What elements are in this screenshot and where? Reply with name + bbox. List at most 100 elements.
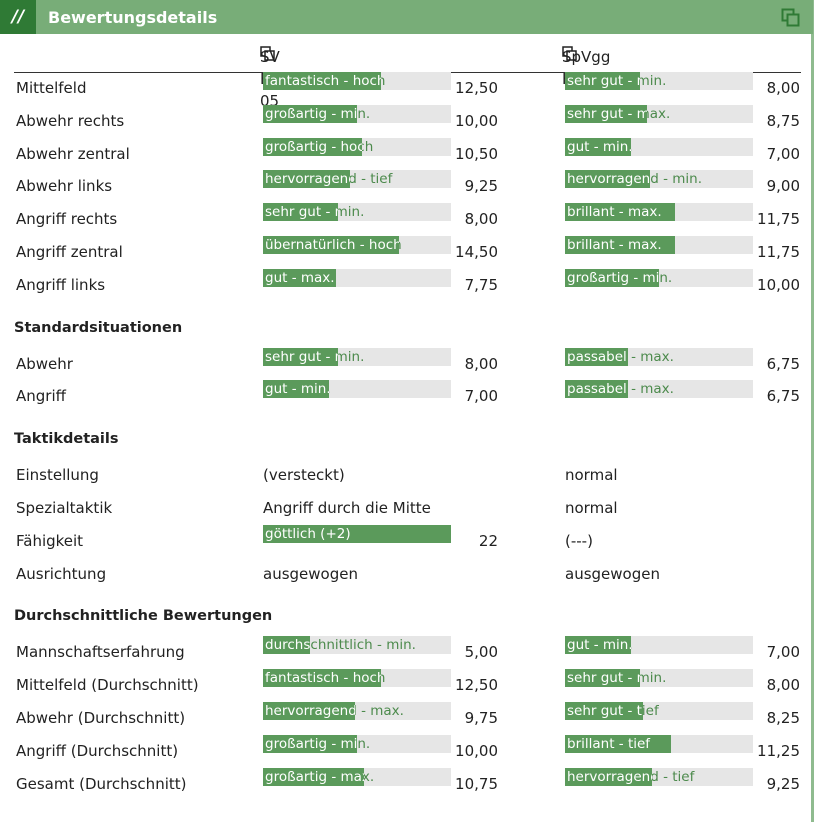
rating-bar: gut - max.	[263, 268, 336, 287]
rating-bar: brillant - tief	[565, 734, 671, 753]
rating-value: 10,00	[455, 111, 498, 130]
rating-value: 9,25	[766, 774, 800, 793]
rating-value: 11,75	[757, 242, 800, 261]
rating-bar: fantastisch - hoch	[263, 669, 381, 688]
rating-bar: brillant - max.	[565, 203, 676, 222]
rating-bar: brillant - max.	[565, 235, 676, 254]
rating-bar: gut - min.	[565, 137, 631, 156]
row-label: Mittelfeld (Durchschnitt)	[16, 676, 199, 695]
rating-bar: großartig - min.	[263, 104, 357, 123]
rating-value: 11,25	[757, 741, 800, 760]
rating-bar-track: sehr gut - min.sehr gut - min.	[565, 72, 753, 90]
rating-value: 10,50	[455, 144, 498, 163]
team-header: SV Bernberg 05 SpVgg Kirchheim	[14, 46, 801, 110]
rating-text: sehr gut - min.	[265, 204, 338, 221]
panel-title: Bewertungsdetails	[48, 8, 218, 27]
rating-row: Angriff links gut - max.gut - max. 7,75 gro…	[0, 268, 816, 302]
rating-text: großartig - min.	[265, 735, 357, 752]
rating-bar-track: durchschnittlich - min.durchschnittlich …	[263, 636, 451, 655]
rating-value: 7,00	[464, 387, 498, 406]
rating-bar: sehr gut - min.	[565, 669, 641, 688]
rating-row: Angriff gut - min.gut - min. 7,00 passabel …	[0, 380, 816, 413]
copy-button[interactable]	[562, 46, 578, 62]
row-label: Abwehr rechts	[16, 111, 125, 130]
row-label: Abwehr	[16, 354, 73, 373]
rating-value: 10,75	[455, 774, 498, 793]
rating-value: 14,50	[455, 242, 498, 261]
rating-value: 10,00	[455, 741, 498, 760]
rating-bar-track: hervorragend - min.hervorragend - min.	[565, 170, 753, 189]
rating-row: Abwehr linkshervorragend - tiefhervorrag…	[0, 170, 816, 203]
rating-bar-track: brillant - tiefbrillant - tief	[565, 734, 753, 753]
rating-bar-track: gut - max.gut - max.	[263, 268, 451, 287]
cell-text: Angriff durch die Mitte	[263, 498, 431, 517]
rating-bar: durchschnittlich - min.	[263, 636, 310, 655]
rating-bar-track: sehr gut - max.sehr gut - max.	[565, 104, 753, 123]
rating-text: brillant - max.	[567, 236, 662, 253]
rating-text: sehr gut - max.	[567, 105, 648, 122]
rating-text: sehr gut - min.	[567, 670, 640, 687]
rating-row: Abwehr sehr gut - min.sehr gut - min. 8,00…	[0, 347, 816, 381]
rating-value: 12,50	[455, 79, 498, 97]
rating-value: 6,75	[766, 354, 800, 373]
rating-row: Abwehr zentral großartig - hochgroßartig …	[0, 137, 816, 171]
row-label: Mittelfeld	[16, 79, 87, 97]
row-label: Abwehr links	[16, 177, 113, 196]
rating-text: passabel - max.	[567, 381, 628, 398]
rating-text: großartig - max.	[265, 768, 365, 785]
rating-bar-track: passabel - max.passabel - max.	[565, 347, 753, 366]
rating-bar-track: großartig - min.großartig - min.	[263, 734, 451, 753]
rating-text: großartig - min.	[567, 269, 659, 286]
panel-header: // Bewertungsdetails	[0, 0, 813, 34]
rating-text: hervorragend - tief	[265, 171, 350, 188]
section-title: Taktikdetails	[14, 431, 119, 448]
rating-value: 8,00	[464, 354, 498, 373]
rating-bar: sehr gut - tief	[565, 701, 643, 720]
row-label: Abwehr zentral	[16, 144, 130, 163]
row-label: Mannschaftserfahrung	[16, 643, 185, 662]
rating-value: 7,75	[464, 275, 498, 294]
rating-text: gut - min.	[567, 138, 631, 155]
rating-value: 22	[478, 531, 498, 550]
rating-bar-track: gut - min.gut - min.	[565, 137, 753, 156]
rating-text: hervorragend - min.	[567, 171, 650, 188]
rating-bar: passabel - max.	[565, 347, 629, 366]
row-label: Abwehr (Durchschnitt)	[16, 708, 186, 727]
row-label: Spezialtaktik	[16, 498, 113, 517]
rating-bar-track: hervorragend - max.hervorragend - max.	[263, 701, 451, 720]
rating-value: 8,00	[464, 210, 498, 229]
rating-bar-track: großartig - min.großartig - min.	[263, 104, 451, 123]
rating-bar: hervorragend - tief	[565, 767, 652, 786]
copy-button[interactable]	[781, 8, 801, 28]
rating-row: Fähigkeit göttlich (+2)göttlich (+2) 22 (--…	[0, 524, 816, 558]
rating-text: gut - max.	[265, 269, 335, 286]
rating-bar: sehr gut - max.	[565, 104, 648, 123]
rating-bar-track: fantastisch - hochfantastisch - hoch	[263, 669, 451, 688]
rating-value: 7,00	[766, 144, 800, 163]
row-label: Angriff zentral	[16, 242, 123, 261]
rating-bar: hervorragend - max.	[263, 701, 355, 720]
home-team: SV Bernberg 05	[260, 46, 329, 110]
rating-row: Angriff zentral übernatürlich - hochübern…	[0, 235, 816, 269]
rating-value: 9,00	[766, 177, 800, 196]
rating-text: hervorragend - max.	[265, 702, 355, 719]
row-label: Angriff rechts	[16, 210, 118, 229]
rating-bar: großartig - min.	[263, 734, 357, 753]
copy-button[interactable]	[260, 46, 276, 62]
cell-text: (---)	[565, 531, 593, 550]
rating-row: Angriff rechts sehr gut - min.sehr gut - …	[0, 203, 816, 236]
rating-bar: großartig - max.	[263, 767, 365, 786]
rating-bar: passabel - max.	[565, 380, 629, 399]
rating-bar-track: übernatürlich - hochübernatürlich - hoch	[263, 235, 451, 254]
rating-text: sehr gut - min.	[265, 348, 338, 365]
rating-row: Ausrichtung ausgewogen ausgewogen	[0, 558, 816, 591]
rating-value: 12,50	[455, 676, 498, 695]
rating-bar-track: großartig - hochgroßartig - hoch	[263, 137, 451, 156]
rating-bar: sehr gut - min.	[565, 72, 641, 90]
rating-bar: gut - min.	[263, 380, 329, 399]
rating-bar: übernatürlich - hoch	[263, 235, 400, 254]
ratings-table: Mittelfeld fantastisch - hochfantastisch …	[0, 72, 816, 800]
